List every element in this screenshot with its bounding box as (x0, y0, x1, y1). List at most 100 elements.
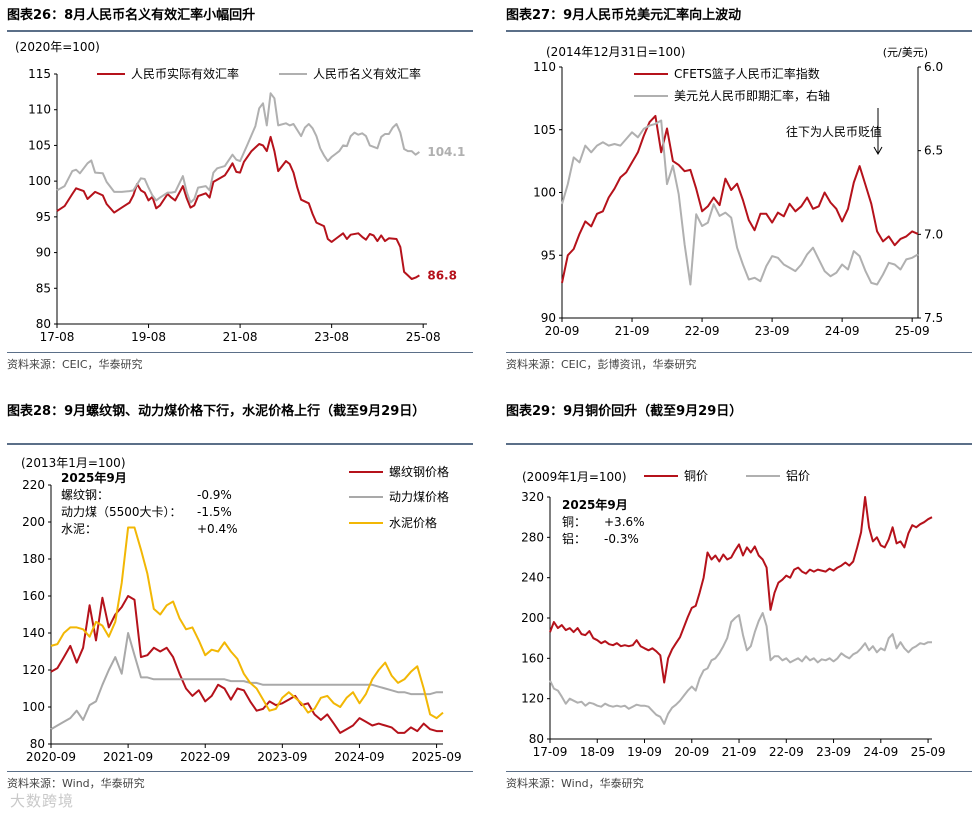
y-tick-label: 80 (36, 317, 51, 331)
legend-label: 动力煤价格 (389, 489, 449, 504)
series-line-1 (56, 135, 420, 280)
unit-label: (2009年1月=100) (522, 470, 627, 484)
panel1-title: 图表26：8月人民币名义有效汇率小幅回升 (7, 8, 256, 23)
x-tick-label: 20-09 (674, 745, 709, 759)
legend-label: 螺纹钢价格 (389, 464, 449, 479)
legend-label: 美元兑人民币即期汇率，右轴 (674, 88, 830, 103)
annotation-value: -0.9% (197, 488, 232, 502)
y-tick-label: 105 (28, 138, 51, 152)
y-tick-label: 80 (529, 732, 544, 746)
panel3-source: 资料来源：Wind，华泰研究 (7, 777, 145, 790)
chart-real-vs-nominal-effective-rate: 80 85 90 95 100 105 110 115 17-08 19-08 21-08 23-08… (15, 40, 465, 344)
annotation-heading: 2025年9月 (61, 470, 127, 485)
x-tick-label: 2025-09 (412, 750, 462, 764)
x-tick-label: 18-09 (580, 745, 615, 759)
y-tick-label: 90 (36, 246, 51, 260)
y-tick-label: 200 (521, 611, 544, 625)
panel1-bottom-rule (7, 352, 473, 353)
x-tick-label: 24-09 (863, 745, 898, 759)
series-line-2 (561, 119, 919, 286)
y-tick-label: 220 (22, 478, 45, 492)
legend-label: CFETS篮子人民币汇率指数 (674, 66, 820, 81)
y2-tick-label: 6.5 (924, 144, 943, 158)
annotation-name: 铜： (562, 514, 586, 529)
end-value-label: 104.1 (427, 145, 465, 159)
panel3-rule (7, 443, 473, 445)
y-tick-label: 115 (28, 67, 51, 81)
legend-label: 铝价 (786, 468, 810, 483)
panel2-title: 图表27：9月人民币兑美元汇率向上波动 (506, 8, 742, 23)
y-tick-label: 100 (28, 174, 51, 188)
annotation-arrowhead (873, 146, 883, 156)
panel3-title: 图表28：9月螺纹钢、动力煤价格下行，水泥价格上行（截至9月29日） (7, 404, 426, 419)
annotation-name: 动力煤（5500大卡）： (61, 505, 182, 519)
y-tick-label: 90 (541, 311, 556, 325)
panel4-bottom-rule (506, 771, 972, 772)
annotation-value: -0.3% (604, 532, 639, 546)
series-line-2 (549, 612, 932, 725)
y-tick-label: 140 (22, 626, 45, 640)
y2-tick-label: 6.0 (924, 60, 943, 74)
x-tick-label: 25-09 (895, 324, 930, 338)
chart-cfets-vs-usdcny: 90 95 100 105 110 20-09 21-09 22-09 23-09 24-09 25… (533, 45, 943, 338)
x-tick-label: 25-09 (911, 745, 946, 759)
annotation-heading: 2025年9月 (562, 497, 628, 512)
x-tick-label: 21-09 (722, 745, 757, 759)
x-tick-label: 19-08 (131, 330, 166, 344)
x-tick-label: 23-09 (816, 745, 851, 759)
x-tick-label: 2023-09 (257, 750, 307, 764)
y-tick-label: 180 (22, 552, 45, 566)
y-tick-label: 200 (22, 515, 45, 529)
y-tick-label: 100 (22, 700, 45, 714)
x-tick-label: 20-09 (545, 324, 580, 338)
annotation-name: 水泥： (61, 522, 97, 536)
x-tick-label: 22-09 (769, 745, 804, 759)
y2-tick-label: 7.0 (924, 227, 943, 241)
y-tick-label: 110 (533, 60, 556, 74)
y-tick-label: 120 (521, 692, 544, 706)
series-line-1 (561, 114, 919, 284)
annotation-name: 铝： (562, 531, 586, 546)
legend-label: 人民币名义有效汇率 (313, 66, 421, 81)
panel4-title: 图表29：9月铜价回升（截至9月29日） (506, 404, 743, 419)
panel4-rule (506, 443, 972, 445)
x-tick-label: 17-08 (40, 330, 75, 344)
annotation-value: -1.5% (197, 505, 232, 519)
y-tick-label: 280 (521, 530, 544, 544)
y-tick-label: 320 (521, 490, 544, 504)
x-tick-label: 23-09 (755, 324, 790, 338)
panel2-bottom-rule (506, 352, 972, 353)
y-tick-label: 160 (521, 651, 544, 665)
legend-label: 铜价 (684, 468, 708, 483)
x-tick-label: 17-09 (533, 745, 568, 759)
watermark: 大数跨境 (10, 792, 75, 810)
series-line-2 (50, 632, 443, 731)
legend-label: 人民币实际有效汇率 (131, 66, 239, 81)
x-tick-label: 2021-09 (103, 750, 153, 764)
y-tick-label: 95 (541, 248, 556, 262)
panel1-rule (7, 30, 473, 32)
y-tick-label: 105 (533, 123, 556, 137)
panel1-source: 资料来源：CEIC，华泰研究 (7, 358, 143, 371)
x-tick-label: 23-08 (314, 330, 349, 344)
unit-label: (2014年12月31日=100) (546, 45, 685, 59)
x-tick-label: 22-09 (685, 324, 720, 338)
chart-copper-aluminium: 80 120 160 200 240 280 320 17-09 18-09 19-09 20-09… (521, 468, 946, 759)
y-tick-label: 80 (30, 737, 45, 751)
series-line-1 (549, 496, 933, 684)
annotation-text: 往下为人民币贬值 (786, 124, 882, 139)
y-tick-label: 85 (36, 281, 51, 295)
x-tick-label: 21-09 (615, 324, 650, 338)
y-tick-label: 240 (521, 571, 544, 585)
y-tick-label: 100 (533, 186, 556, 200)
y-tick-label: 120 (22, 663, 45, 677)
panel2-rule (506, 30, 972, 32)
series-line-2 (56, 92, 420, 204)
y-tick-label: 160 (22, 589, 45, 603)
annotation-name: 螺纹钢： (61, 488, 109, 502)
unit-label: (2013年1月=100) (21, 456, 126, 470)
y2-tick-label: 7.5 (924, 311, 943, 325)
panel4-source: 资料来源：Wind，华泰研究 (506, 777, 644, 790)
panel2-source: 资料来源：CEIC，彭博资讯，华泰研究 (506, 358, 697, 371)
x-tick-label: 21-08 (223, 330, 258, 344)
